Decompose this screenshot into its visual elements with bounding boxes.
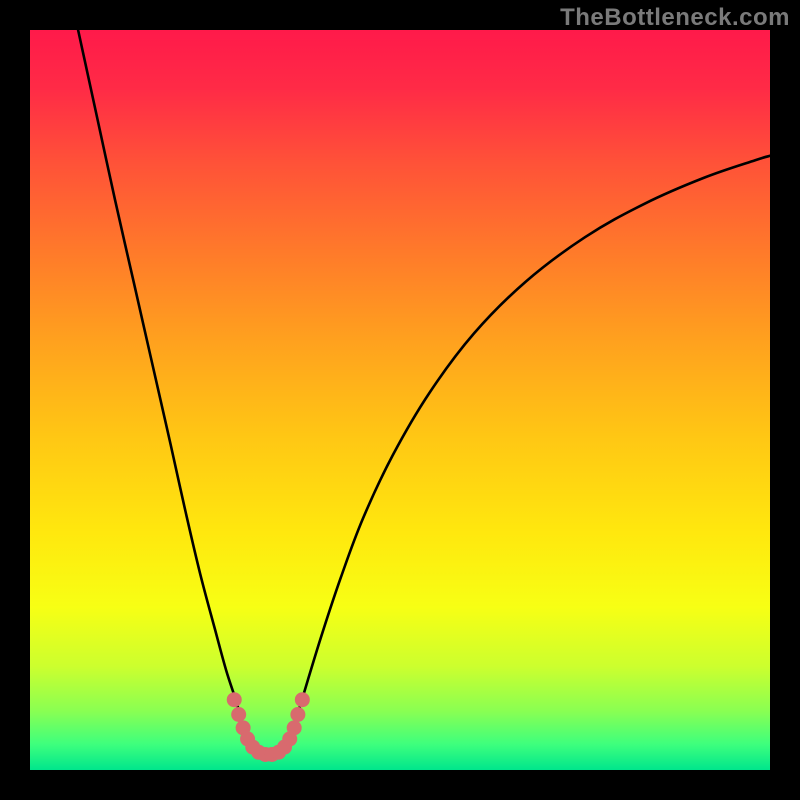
valley-marker-dot <box>290 707 305 722</box>
chart-frame: TheBottleneck.com <box>0 0 800 800</box>
bottleneck-chart <box>30 30 770 770</box>
valley-marker-dot <box>231 707 246 722</box>
attribution-text: TheBottleneck.com <box>560 4 790 32</box>
gradient-background <box>30 30 770 770</box>
valley-marker-dot <box>287 720 302 735</box>
plot-area <box>30 30 770 770</box>
valley-marker-dot <box>227 692 242 707</box>
valley-marker-dot <box>295 692 310 707</box>
